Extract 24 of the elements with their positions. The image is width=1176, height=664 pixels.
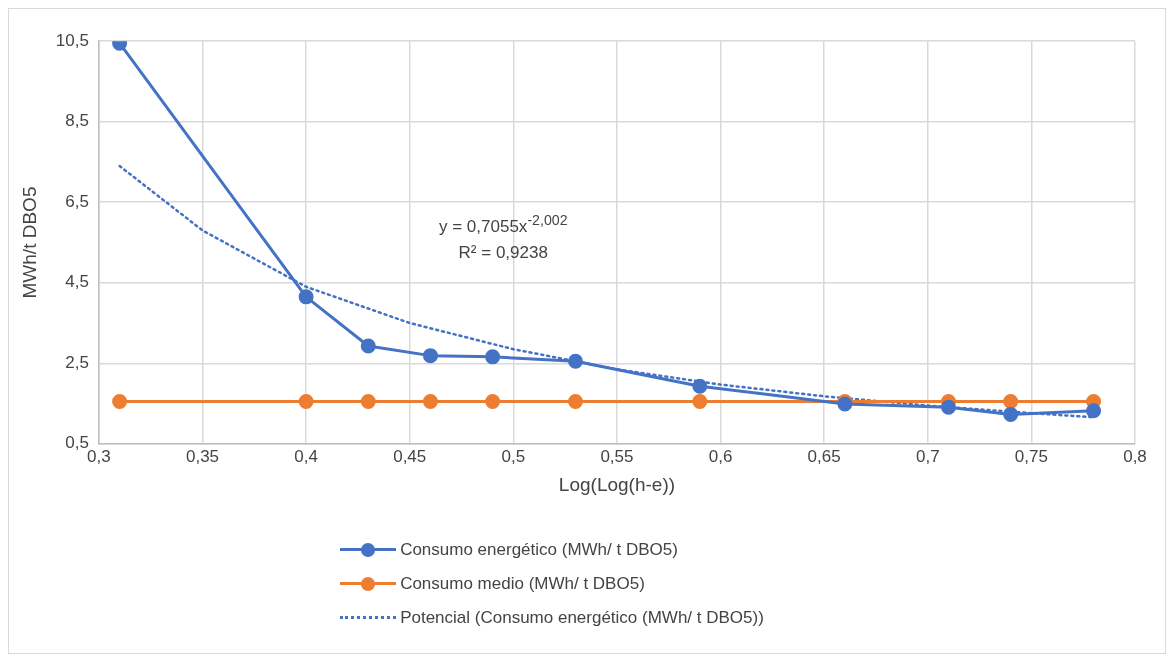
x-axis-title: Log(Log(h-e)): [558, 473, 676, 495]
y-tick-label: 10,5: [55, 30, 89, 50]
annotation: R² = 0,9238: [457, 241, 549, 264]
y-tick-label: 2,5: [65, 352, 89, 372]
annotation: y = 0,7055x$^{-2,002}$: [439, 211, 568, 238]
y-tick-label: 0,5: [65, 433, 89, 453]
legend-label: Potencial (Consumo energético (MWh/ t DBO5)): [400, 608, 764, 628]
y-tick-label: 4,5: [65, 272, 89, 292]
x-tick-label: 0,5: [501, 446, 526, 466]
x-tick-label: 0,7: [915, 446, 940, 466]
y-axis-title: MWh/t DBO5: [18, 186, 40, 299]
x-tick-label: 0,45: [393, 446, 427, 466]
x-tick-label: 0,75: [1014, 446, 1048, 466]
legend-label: Consumo medio (MWh/ t DBO5): [400, 574, 645, 594]
x-tick-label: 0,4: [294, 446, 318, 466]
x-tick-label: 0,65: [807, 446, 841, 466]
x-tick-label: 0,3: [87, 446, 111, 466]
x-tick-label: 0,35: [185, 446, 220, 466]
x-tick-label: 0,55: [600, 446, 634, 466]
x-tick-label: 0,6: [708, 446, 733, 466]
y-tick-label: 8,5: [65, 111, 89, 131]
x-tick-label: 0,8: [1123, 446, 1147, 466]
y-tick-label: 6,5: [65, 191, 89, 211]
legend-label: Consumo energético (MWh/ t DBO5): [400, 540, 678, 560]
